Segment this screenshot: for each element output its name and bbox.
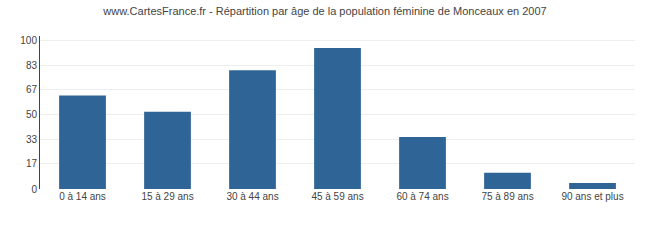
svg-text:33: 33 xyxy=(26,134,38,145)
svg-text:67: 67 xyxy=(26,84,38,95)
svg-text:30 à 44 ans: 30 à 44 ans xyxy=(226,191,278,202)
svg-text:0 à 14 ans: 0 à 14 ans xyxy=(59,191,106,202)
svg-text:0: 0 xyxy=(31,184,37,195)
svg-text:100: 100 xyxy=(20,35,37,46)
svg-text:90 ans et plus: 90 ans et plus xyxy=(561,191,623,202)
svg-text:50: 50 xyxy=(26,109,38,120)
svg-text:75 à 89 ans: 75 à 89 ans xyxy=(481,191,533,202)
svg-text:45 à 59 ans: 45 à 59 ans xyxy=(311,191,363,202)
svg-text:www.CartesFrance.fr - Répartit: www.CartesFrance.fr - Répartition par âg… xyxy=(102,5,546,17)
svg-text:17: 17 xyxy=(26,158,38,169)
svg-text:15 à 29 ans: 15 à 29 ans xyxy=(141,191,193,202)
svg-text:83: 83 xyxy=(26,60,38,71)
svg-text:60 à 74 ans: 60 à 74 ans xyxy=(396,191,448,202)
